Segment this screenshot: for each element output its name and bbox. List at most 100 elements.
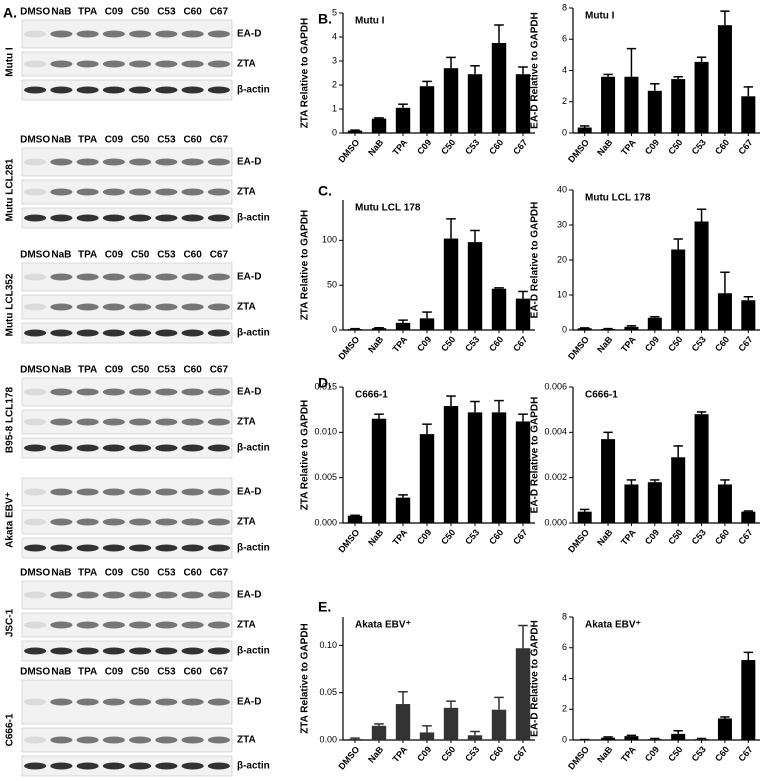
bar (647, 482, 662, 523)
band (76, 762, 99, 770)
band (102, 303, 125, 311)
band (76, 273, 99, 281)
bar (694, 414, 709, 523)
panel-label: B. (318, 11, 332, 27)
lane-label: C53 (157, 568, 176, 579)
y-tick-label: 0 (332, 127, 337, 137)
band-label: β-actin (237, 443, 270, 454)
bar (624, 484, 639, 523)
cell-line-label: Mutu I (5, 47, 16, 77)
band (129, 329, 152, 337)
lane-label: TPA (78, 568, 97, 579)
bar (371, 328, 387, 330)
y-tick-label: 0.000 (314, 517, 337, 527)
y-tick-label: 2 (332, 79, 337, 89)
x-tick-label: C09 (415, 137, 433, 156)
y-tick-label: 30 (557, 219, 567, 229)
lane-label: DMSO (20, 365, 50, 376)
band (24, 60, 47, 68)
chart-title: Akata EBV⁺ (355, 620, 411, 631)
band (207, 273, 230, 281)
cell-line-label: JSC-1 (5, 608, 16, 637)
x-tick-label: C60 (713, 334, 731, 353)
band (155, 188, 178, 196)
band (102, 762, 125, 770)
lane-label: NaB (51, 667, 71, 678)
panel-label: E. (318, 599, 331, 615)
bar (647, 739, 662, 740)
band (50, 736, 73, 744)
lane-label: C53 (157, 365, 176, 376)
bar (347, 739, 363, 740)
lane-label: TPA (78, 667, 97, 678)
panel-label: D. (318, 375, 332, 391)
band (24, 736, 47, 744)
lane-label: C67 (210, 667, 229, 678)
band (207, 86, 230, 94)
blot-strip (21, 537, 233, 559)
y-tick-label: 0 (562, 127, 567, 137)
panel-label: A. (3, 5, 17, 21)
x-tick-label: C60 (713, 137, 731, 156)
bar (515, 648, 531, 740)
band (102, 591, 125, 599)
y-tick-label: 8 (562, 2, 567, 12)
blot-strip (21, 755, 233, 777)
y-tick-label: 0.005 (314, 472, 337, 482)
y-axis-label: ZTA Relative to GAPDH (300, 623, 311, 734)
y-tick-label: 50 (327, 280, 337, 290)
band (129, 188, 152, 196)
band (50, 158, 73, 166)
band (24, 698, 47, 706)
bar (741, 511, 756, 523)
cell-line-label: Mutu LCL352 (5, 273, 16, 336)
lane-label: TPA (78, 135, 97, 146)
band (76, 647, 99, 655)
bar (601, 76, 616, 133)
band-label: β-actin (237, 213, 270, 224)
band (181, 86, 204, 94)
x-tick-label: C50 (439, 137, 457, 156)
band (181, 518, 204, 526)
band (102, 329, 125, 337)
band (50, 188, 73, 196)
bar (371, 118, 387, 133)
band (50, 488, 73, 496)
band (181, 388, 204, 396)
chart-title: C666-1 (585, 390, 618, 401)
band (129, 303, 152, 311)
band (155, 86, 178, 94)
band (24, 303, 47, 311)
lane-label: C50 (131, 250, 150, 261)
band-label: EA-D (237, 29, 261, 40)
x-tick-label: C60 (487, 527, 505, 546)
lane-label: C60 (183, 667, 202, 678)
band (155, 214, 178, 222)
band (76, 418, 99, 426)
x-tick-label: C09 (643, 334, 661, 353)
band (102, 388, 125, 396)
x-tick-label: C50 (666, 334, 684, 353)
x-tick-label: C09 (415, 334, 433, 353)
x-tick-label: NaB (366, 334, 386, 355)
x-tick-label: C09 (415, 744, 433, 763)
band (129, 86, 152, 94)
band (24, 488, 47, 496)
band-label: ZTA (237, 735, 256, 746)
band (207, 736, 230, 744)
x-tick-label: C60 (713, 527, 731, 546)
lane-label: C09 (105, 568, 124, 579)
band-label: EA-D (237, 590, 261, 601)
x-tick-label: C67 (736, 137, 754, 156)
band-label: EA-D (237, 157, 261, 168)
x-tick-label: DMSO (566, 334, 591, 361)
y-tick-label: 0.002 (544, 472, 567, 482)
band (102, 544, 125, 552)
lane-label: DMSO (20, 7, 50, 18)
band-label: ZTA (237, 187, 256, 198)
band-label: ZTA (237, 417, 256, 428)
y-axis-label: EA-D Relative to GAPDH (530, 397, 541, 514)
bar (694, 61, 709, 133)
band (24, 188, 47, 196)
x-tick-label: C53 (463, 137, 481, 156)
